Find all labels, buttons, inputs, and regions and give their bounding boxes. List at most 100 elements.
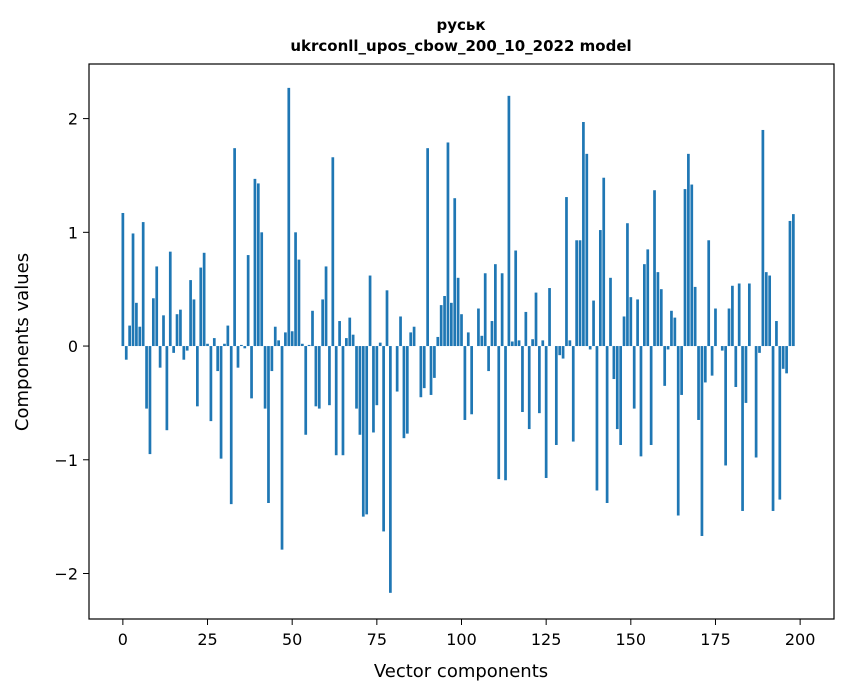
bar-131: [565, 197, 568, 347]
bar-46: [277, 340, 280, 347]
bar-119: [524, 311, 528, 347]
bar-10: [155, 266, 159, 347]
bar-139: [592, 300, 595, 347]
bar-56: [311, 310, 314, 347]
bar-170: [697, 346, 700, 420]
bar-28: [216, 346, 220, 372]
bar-191: [768, 275, 772, 347]
bar-18: [182, 346, 186, 360]
bar-37: [246, 255, 250, 347]
bar-153: [639, 346, 643, 457]
bar-65: [341, 346, 345, 456]
bar-78: [385, 290, 389, 347]
bar-149: [626, 223, 629, 347]
bar-196: [785, 346, 788, 374]
bar-68: [351, 334, 355, 347]
bar-95: [443, 296, 446, 347]
bar-73: [368, 275, 372, 347]
bar-100: [460, 314, 463, 347]
bar-88: [419, 346, 423, 398]
bar-19: [185, 346, 189, 351]
bar-134: [575, 240, 578, 347]
y-axis-label: Components values: [12, 253, 33, 431]
bar-140: [595, 346, 599, 491]
bar-84: [405, 346, 409, 434]
bar-164: [676, 346, 680, 516]
bar-36: [243, 346, 247, 349]
bar-133: [571, 346, 575, 442]
bar-21: [192, 299, 196, 347]
bar-22: [196, 346, 199, 407]
bar-91: [429, 346, 433, 395]
x-tick-label: 175: [700, 630, 731, 649]
bar-71: [361, 346, 365, 517]
bar-179: [727, 308, 731, 347]
bar-151: [632, 346, 636, 409]
bar-157: [653, 190, 656, 347]
bar-111: [497, 346, 501, 480]
bar-197: [788, 220, 792, 347]
bar-5: [138, 326, 142, 347]
bar-193: [775, 321, 778, 347]
bar-7: [145, 346, 148, 409]
bar-167: [687, 153, 690, 347]
bar-34: [236, 346, 240, 368]
bar-155: [646, 249, 650, 347]
bar-188: [758, 346, 761, 353]
bar-70: [358, 346, 362, 435]
bar-116: [514, 250, 518, 347]
bar-125: [544, 346, 548, 478]
bar-152: [636, 299, 639, 347]
bar-13: [165, 346, 169, 431]
bar-17: [179, 309, 182, 347]
bar-79: [389, 346, 392, 593]
chart-title: руськ: [436, 16, 485, 34]
bar-16: [175, 314, 179, 347]
bar-4: [135, 302, 138, 347]
bar-33: [233, 148, 236, 347]
bar-194: [778, 346, 782, 500]
bar-107: [483, 273, 487, 347]
x-tick-label: 50: [282, 630, 302, 649]
bar-75: [375, 346, 379, 406]
x-tick-label: 0: [118, 630, 128, 649]
bar-8: [148, 346, 152, 455]
bar-154: [643, 264, 646, 347]
bar-156: [649, 346, 653, 445]
bar-96: [446, 142, 450, 347]
bar-118: [521, 346, 524, 413]
bar-27: [212, 338, 216, 347]
bar-163: [673, 317, 677, 347]
bar-187: [754, 346, 758, 458]
bar-109: [490, 321, 494, 347]
bar-74: [372, 346, 375, 433]
bar-51: [294, 232, 297, 347]
bar-69: [355, 346, 358, 409]
bar-55: [307, 344, 311, 347]
bar-60: [324, 266, 328, 347]
bar-24: [202, 252, 206, 347]
bar-150: [629, 297, 633, 347]
bar-83: [402, 346, 406, 439]
bar-97: [449, 302, 453, 347]
y-tick-label: −1: [54, 451, 78, 470]
bar-198: [792, 214, 795, 347]
bar-160: [663, 346, 667, 386]
y-tick-label: 0: [68, 337, 78, 356]
y-tick-label: 1: [68, 223, 78, 242]
bar-50: [290, 331, 294, 347]
bar-81: [395, 346, 399, 392]
bar-143: [605, 346, 609, 503]
bar-23: [199, 267, 203, 347]
bar-126: [548, 288, 551, 347]
bar-113: [504, 346, 507, 481]
bar-174: [710, 346, 714, 376]
bar-63: [334, 346, 338, 456]
bar-29: [219, 346, 223, 459]
bar-122: [534, 292, 538, 347]
bar-145: [612, 346, 616, 380]
bar-171: [700, 346, 704, 536]
bar-35: [240, 344, 243, 347]
bar-67: [348, 317, 352, 347]
bar-195: [781, 346, 785, 369]
